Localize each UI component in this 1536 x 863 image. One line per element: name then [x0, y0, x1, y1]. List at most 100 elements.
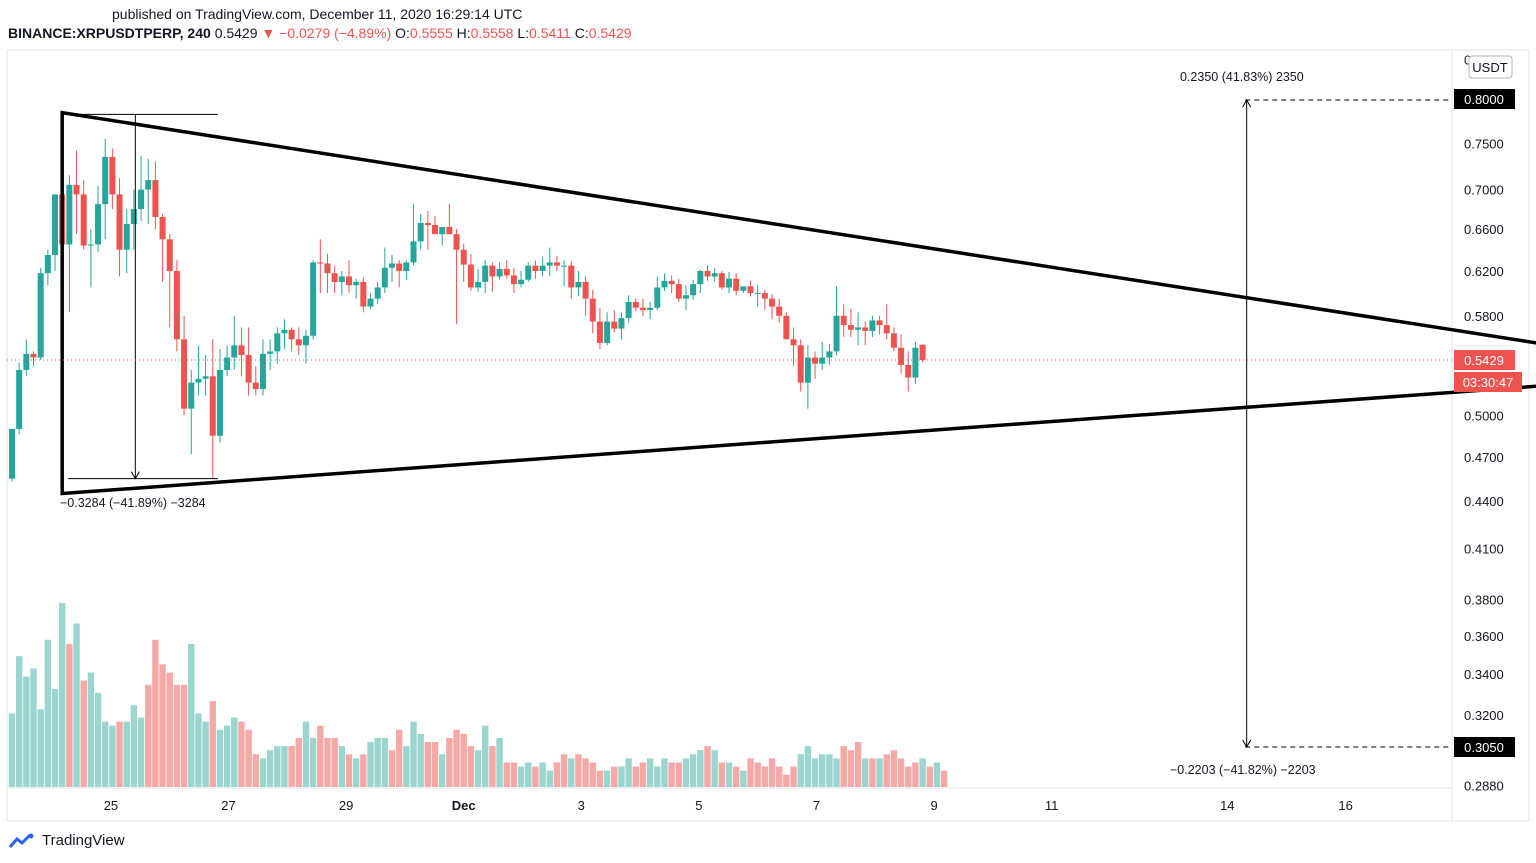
candle: [432, 215, 439, 235]
price-tick-label: 0.4100: [1464, 542, 1504, 557]
candle-body: [611, 321, 618, 329]
volume-bar: [374, 737, 381, 787]
volume-bar: [611, 766, 618, 787]
volume-bar: [761, 766, 769, 787]
candle: [23, 339, 30, 377]
volume-bar: [367, 742, 374, 787]
candle: [467, 253, 474, 291]
candle-body: [568, 265, 575, 288]
price-tick-label: 0.4400: [1464, 494, 1504, 509]
volume-bar: [102, 721, 109, 787]
price-axis[interactable]: 0.85000.80000.75000.70000.66000.62000.58…: [1464, 52, 1504, 793]
volume-bar: [274, 746, 281, 787]
candle-body: [661, 280, 668, 288]
volume-bar: [525, 762, 532, 787]
volume-bar: [23, 676, 30, 787]
volume-bar: [532, 766, 539, 787]
candle-body: [582, 281, 589, 299]
price-tick-label: 0.7500: [1464, 136, 1504, 151]
candle: [754, 285, 761, 307]
candle: [510, 267, 517, 294]
measure-arrow-down: [130, 471, 140, 480]
candle: [632, 298, 639, 312]
volume-bar: [840, 746, 847, 787]
volume-bar: [897, 758, 905, 787]
volume-bar: [295, 737, 302, 787]
volume-bar: [797, 754, 804, 787]
candle-body: [575, 281, 582, 288]
symbol-label[interactable]: BINANCE:XRPUSDTPERP, 240: [8, 25, 211, 41]
volume-bar: [202, 721, 209, 787]
currency-badge[interactable]: USDT: [1468, 55, 1513, 79]
published-caption: published on TradingView.com, December 1…: [112, 6, 523, 22]
target-low-badge: 0.3050: [1454, 737, 1515, 757]
candle-body: [532, 265, 539, 272]
candle-body: [697, 271, 704, 285]
volume-bar: [116, 721, 123, 787]
volume-bar: [654, 766, 661, 787]
candle: [611, 310, 618, 333]
volume-bar: [44, 639, 52, 787]
candle: [668, 275, 675, 294]
candle: [898, 334, 905, 374]
volume-bar: [424, 742, 432, 787]
candle: [804, 345, 811, 409]
candle-body: [439, 227, 446, 235]
candle: [37, 267, 44, 360]
candle-body: [87, 244, 94, 246]
candle: [367, 293, 374, 309]
volume-bar: [890, 750, 898, 787]
last-price: 0.5429: [214, 25, 258, 41]
volume-bar: [152, 639, 159, 787]
volume-bar: [926, 766, 933, 787]
time-axis[interactable]: 25 27 29 Dec 3 5 7 9 11 14 16: [104, 798, 1353, 813]
volume-bar: [689, 754, 697, 787]
candle-body: [252, 382, 259, 390]
volume-bar: [732, 766, 740, 787]
volume-bar: [546, 770, 553, 787]
candle: [109, 148, 116, 210]
volume-bar: [166, 672, 173, 787]
tradingview-logo[interactable]: TradingView: [8, 832, 125, 849]
volume-bar: [245, 729, 252, 787]
candle: [647, 302, 654, 320]
candle-body: [166, 239, 173, 272]
candle: [66, 175, 73, 313]
volume-bar: [790, 766, 797, 787]
candle-body: [819, 357, 826, 364]
candle-body: [295, 339, 302, 346]
candle-body: [95, 204, 102, 245]
candle: [130, 189, 137, 250]
candle: [338, 271, 345, 296]
volume-bar: [223, 725, 231, 787]
candle: [209, 339, 216, 479]
candle: [812, 351, 819, 379]
candle-body: [80, 194, 87, 246]
candle-body: [331, 273, 338, 282]
candle-body: [389, 263, 396, 268]
volume-bar: [216, 729, 224, 787]
volume-bar: [482, 725, 489, 787]
candle: [123, 209, 130, 274]
candle-body: [173, 271, 180, 340]
candle: [267, 339, 274, 370]
volume-bar: [639, 762, 647, 787]
volume-bar: [711, 750, 718, 787]
candle-body: [16, 369, 23, 429]
candle: [195, 345, 202, 396]
candle-body: [44, 254, 51, 274]
candle: [790, 327, 797, 367]
low-value: 0.5411: [529, 25, 571, 41]
candle-body: [690, 284, 697, 296]
candle-body: [847, 325, 854, 330]
candle: [690, 279, 697, 300]
candle: [216, 348, 223, 443]
volume-bar: [317, 725, 324, 787]
candle-body: [310, 262, 317, 336]
candle: [238, 327, 245, 377]
candle: [102, 138, 109, 240]
candle-body: [224, 357, 231, 370]
candle-body: [453, 234, 460, 250]
price-tick-label: 0.5800: [1464, 309, 1504, 324]
